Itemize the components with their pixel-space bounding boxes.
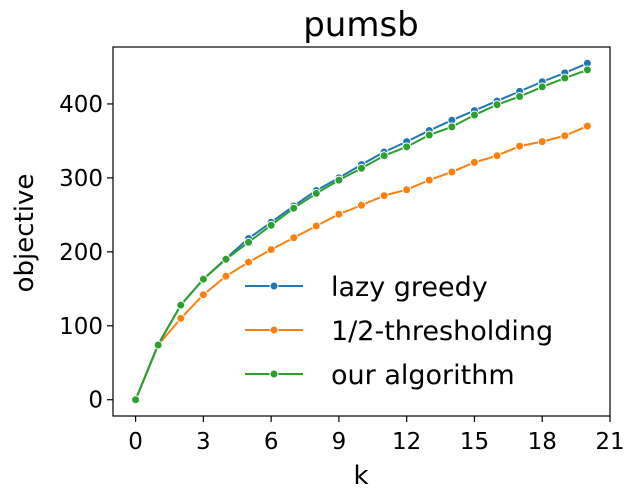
data-point-1-2-thresholding <box>334 209 344 219</box>
data-point-1-2-thresholding <box>379 191 389 201</box>
data-point-1-2-thresholding <box>357 200 366 210</box>
data-point-our-algorithm <box>402 142 412 152</box>
data-point-our-algorithm <box>198 274 208 284</box>
data-point-1-2-thresholding <box>198 290 208 300</box>
data-point-our-algorithm <box>447 122 457 132</box>
legend-marker-our-algorithm <box>269 369 279 379</box>
x-tick-label: 0 <box>128 429 143 455</box>
plot-area-frame <box>112 46 611 417</box>
axis-ticks: 0 3 6 9 12 15 18 21 0 100 200 300 400 <box>59 92 625 455</box>
data-point-our-algorithm <box>537 82 547 92</box>
legend: lazy greedy 1/2-thresholding our algorithm <box>245 272 553 391</box>
x-tick-label: 18 <box>528 429 557 455</box>
data-point-our-algorithm <box>582 65 592 75</box>
y-tick-label: 400 <box>59 92 103 118</box>
y-axis-title: objective <box>10 174 40 293</box>
series-line-our-algorithm <box>134 68 588 401</box>
x-tick-label: 9 <box>332 429 347 455</box>
legend-marker-lazy-greedy <box>269 281 279 291</box>
data-point-our-algorithm <box>176 300 186 310</box>
data-point-1-2-thresholding <box>515 141 525 151</box>
data-point-1-2-thresholding <box>469 157 479 167</box>
data-point-our-algorithm <box>469 110 479 120</box>
data-point-1-2-thresholding <box>492 151 502 161</box>
data-point-our-algorithm <box>560 73 570 83</box>
plot-marks <box>131 58 592 405</box>
chart-title: pumsb <box>303 5 419 45</box>
x-tick-label: 6 <box>264 429 279 455</box>
data-point-our-algorithm <box>515 92 525 102</box>
data-point-our-algorithm <box>492 100 502 110</box>
y-tick-label: 0 <box>88 388 103 414</box>
data-point-our-algorithm <box>289 203 299 213</box>
data-point-our-algorithm <box>311 188 321 198</box>
data-point-1-2-thresholding <box>447 167 457 177</box>
data-point-1-2-thresholding <box>289 233 299 243</box>
data-point-1-2-thresholding <box>582 121 592 131</box>
data-point-our-algorithm <box>334 175 344 185</box>
x-tick-label: 21 <box>595 429 624 455</box>
legend-label-1-2-thresholding: 1/2-thresholding <box>331 316 553 347</box>
data-point-our-algorithm <box>266 220 276 230</box>
series-line-lazy-greedy <box>134 62 588 401</box>
legend-label-lazy-greedy: lazy greedy <box>331 272 488 303</box>
data-point-our-algorithm <box>153 340 163 350</box>
data-point-our-algorithm <box>357 163 366 173</box>
y-tick-label: 300 <box>59 166 103 192</box>
data-point-1-2-thresholding <box>244 257 254 267</box>
data-point-our-algorithm <box>244 237 254 247</box>
data-point-our-algorithm <box>424 130 434 140</box>
legend-marker-1-2-thresholding <box>269 325 279 335</box>
data-point-1-2-thresholding <box>560 131 570 141</box>
data-point-1-2-thresholding <box>176 313 186 323</box>
data-point-our-algorithm <box>379 151 389 161</box>
legend-label-our-algorithm: our algorithm <box>331 360 515 391</box>
x-tick-label: 3 <box>196 429 211 455</box>
data-point-1-2-thresholding <box>402 185 412 195</box>
y-tick-label: 200 <box>59 240 103 266</box>
x-tick-label: 15 <box>460 429 489 455</box>
data-point-our-algorithm <box>131 395 141 405</box>
data-point-1-2-thresholding <box>537 137 547 147</box>
data-point-1-2-thresholding <box>266 245 276 255</box>
data-point-1-2-thresholding <box>311 221 321 231</box>
x-tick-label: 12 <box>392 429 421 455</box>
data-point-our-algorithm <box>221 254 231 264</box>
data-point-1-2-thresholding <box>424 175 434 185</box>
y-tick-label: 100 <box>59 314 103 340</box>
data-point-1-2-thresholding <box>221 271 231 281</box>
x-axis-title: k <box>353 461 368 491</box>
